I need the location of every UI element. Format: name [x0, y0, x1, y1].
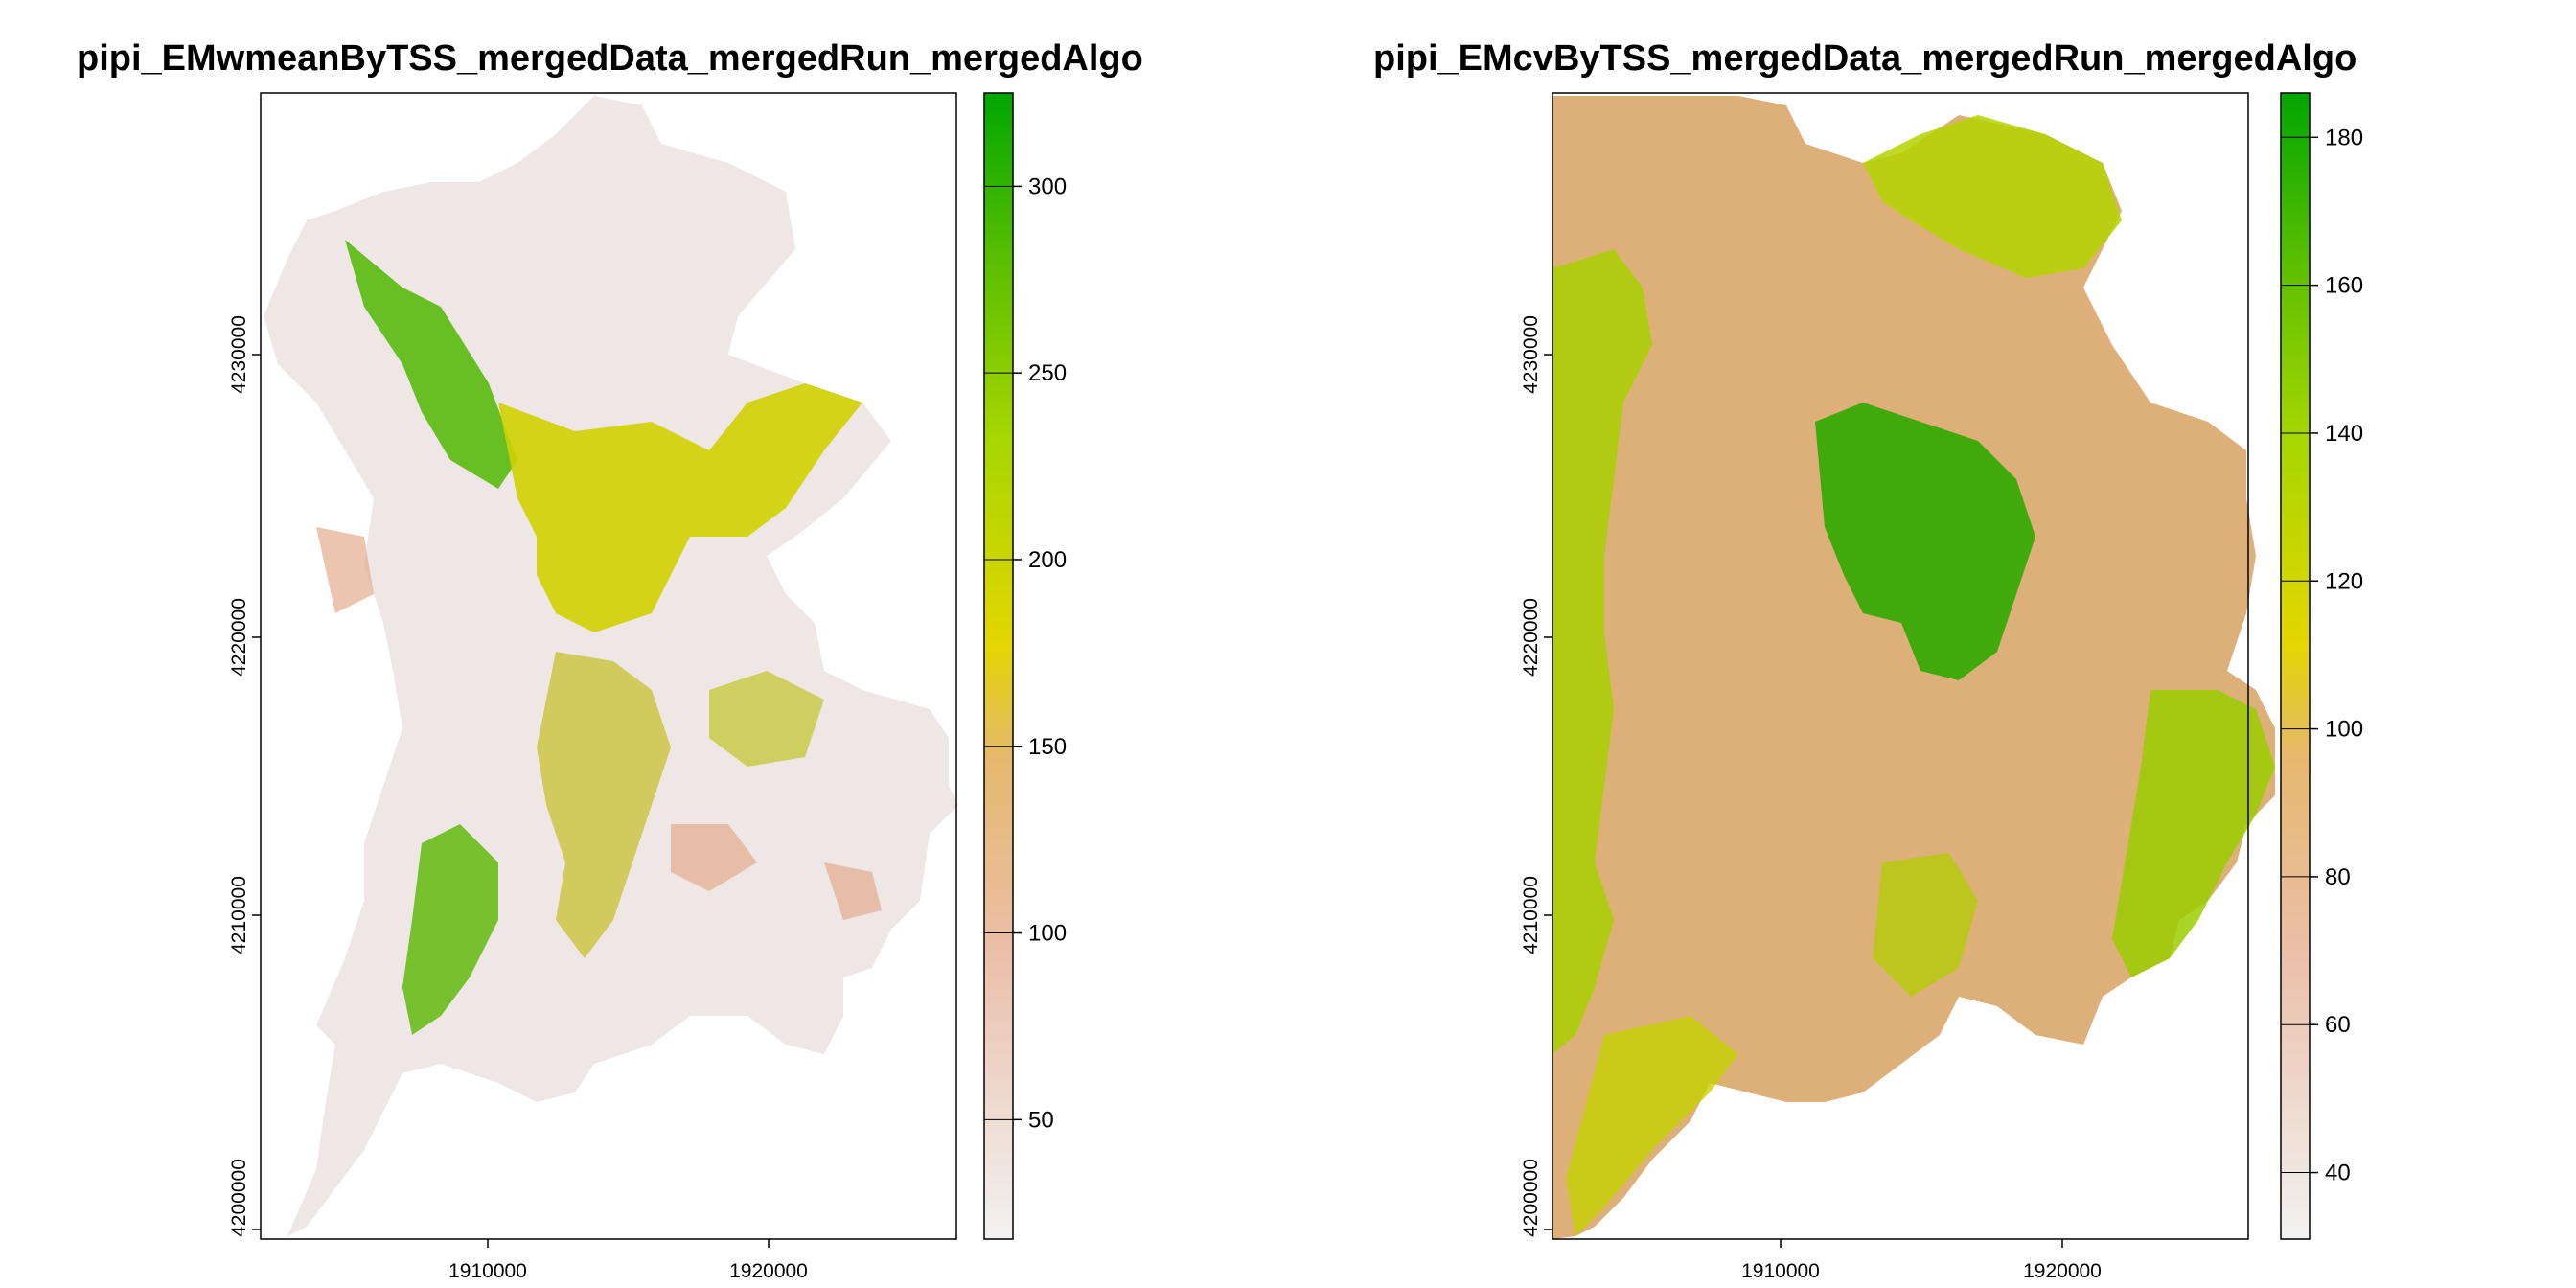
legend-tick-label: 160	[2325, 273, 2363, 299]
legend-color-bar	[2280, 92, 2311, 1240]
high-value-zone-southwest	[402, 824, 498, 1035]
x-tick-label: 1920000	[729, 1260, 808, 1282]
high-value-zone-center	[1815, 402, 2036, 680]
legend-color-bar	[983, 92, 1014, 1240]
legend-tick-label: 40	[2325, 1161, 2351, 1186]
map-title: pipi_EMcvByTSS_mergedData_mergedRun_merg…	[1373, 38, 2358, 79]
y-tick-label: 4220000	[1520, 598, 1542, 677]
y-axis: 4200000 4210000 4220000 4230000	[1520, 315, 1552, 1237]
map-panel-wmean: pipi_EMwmeanByTSS_mergedData_mergedRun_m…	[77, 38, 1143, 1282]
raster-layer	[264, 96, 958, 1236]
map-panel-cv: pipi_EMcvByTSS_mergedData_mergedRun_merg…	[1288, 0, 2576, 1288]
x-tick-label: 1910000	[448, 1260, 527, 1282]
legend-tick-label: 100	[2325, 717, 2363, 743]
legend-tick-label: 150	[1028, 734, 1067, 760]
mid-value-zone-east	[709, 671, 824, 767]
color-legend: 50 100 150 200 250 300	[983, 92, 1067, 1240]
legend-tick-label: 250	[1028, 360, 1067, 386]
mid-high-zone-west	[1552, 249, 1652, 1054]
x-axis: 1910000 1920000	[1741, 1239, 2102, 1282]
high-value-zone-north	[345, 240, 518, 489]
legend-tick-label: 80	[2325, 864, 2351, 890]
legend-tick-label: 120	[2325, 568, 2363, 594]
raster-layer	[1552, 96, 2275, 1239]
map-plot-area: 1910000 1920000 4200000 4210000 4220000 …	[228, 92, 1067, 1282]
legend-tick-label: 60	[2325, 1012, 2351, 1038]
mid-high-zone-south	[1873, 853, 1978, 997]
legend-tick-label: 200	[1028, 547, 1067, 573]
mid-zone-southwest	[1566, 1016, 1738, 1236]
legend-tick-label: 140	[2325, 421, 2363, 447]
legend-tick-label: 300	[1028, 173, 1067, 199]
y-axis: 4200000 4210000 4220000 4230000	[228, 315, 261, 1237]
legend-tick-label: 180	[2325, 125, 2363, 150]
y-tick-label: 4230000	[228, 315, 250, 394]
mid-high-zone-northeast	[1863, 115, 2122, 278]
map-title: pipi_EMwmeanByTSS_mergedData_mergedRun_m…	[77, 38, 1143, 79]
mid-value-zone-south	[537, 652, 671, 958]
y-tick-label: 4210000	[228, 876, 250, 954]
x-tick-label: 1910000	[1741, 1260, 1820, 1282]
map-plot-area: 1910000 1920000 4200000 4210000 4220000 …	[1520, 92, 2363, 1282]
y-tick-label: 4210000	[1520, 876, 1542, 954]
x-tick-label: 1920000	[2023, 1260, 2102, 1282]
mid-high-zone-east	[2112, 690, 2275, 978]
y-tick-label: 4230000	[1520, 315, 1542, 394]
plot-frame	[1552, 92, 2249, 1240]
legend-tick-label: 100	[1028, 921, 1067, 947]
study-area-background	[1552, 96, 2275, 1239]
y-tick-label: 4220000	[228, 598, 250, 677]
y-tick-label: 4200000	[1520, 1159, 1542, 1237]
legend-tick-label: 50	[1028, 1107, 1054, 1133]
plot-frame	[260, 92, 957, 1240]
x-axis: 1910000 1920000	[448, 1239, 808, 1282]
mid-value-zone-center	[498, 383, 862, 632]
y-tick-label: 4200000	[228, 1159, 250, 1237]
color-legend: 40 60 80 100 120 140 160 180	[2280, 92, 2363, 1240]
